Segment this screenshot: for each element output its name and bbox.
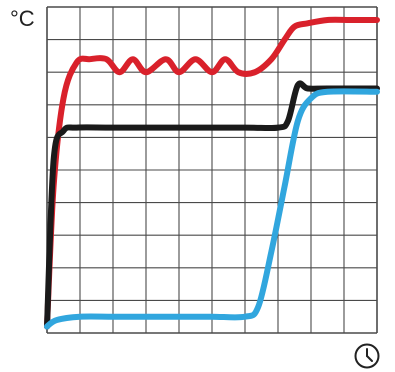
clock-icon [354,343,380,369]
series-line-black [44,80,380,330]
series-line-red [44,16,380,330]
series-line-blue [44,88,380,330]
chart-series-layer [44,16,380,330]
y-axis-unit-label: °C [10,6,35,31]
